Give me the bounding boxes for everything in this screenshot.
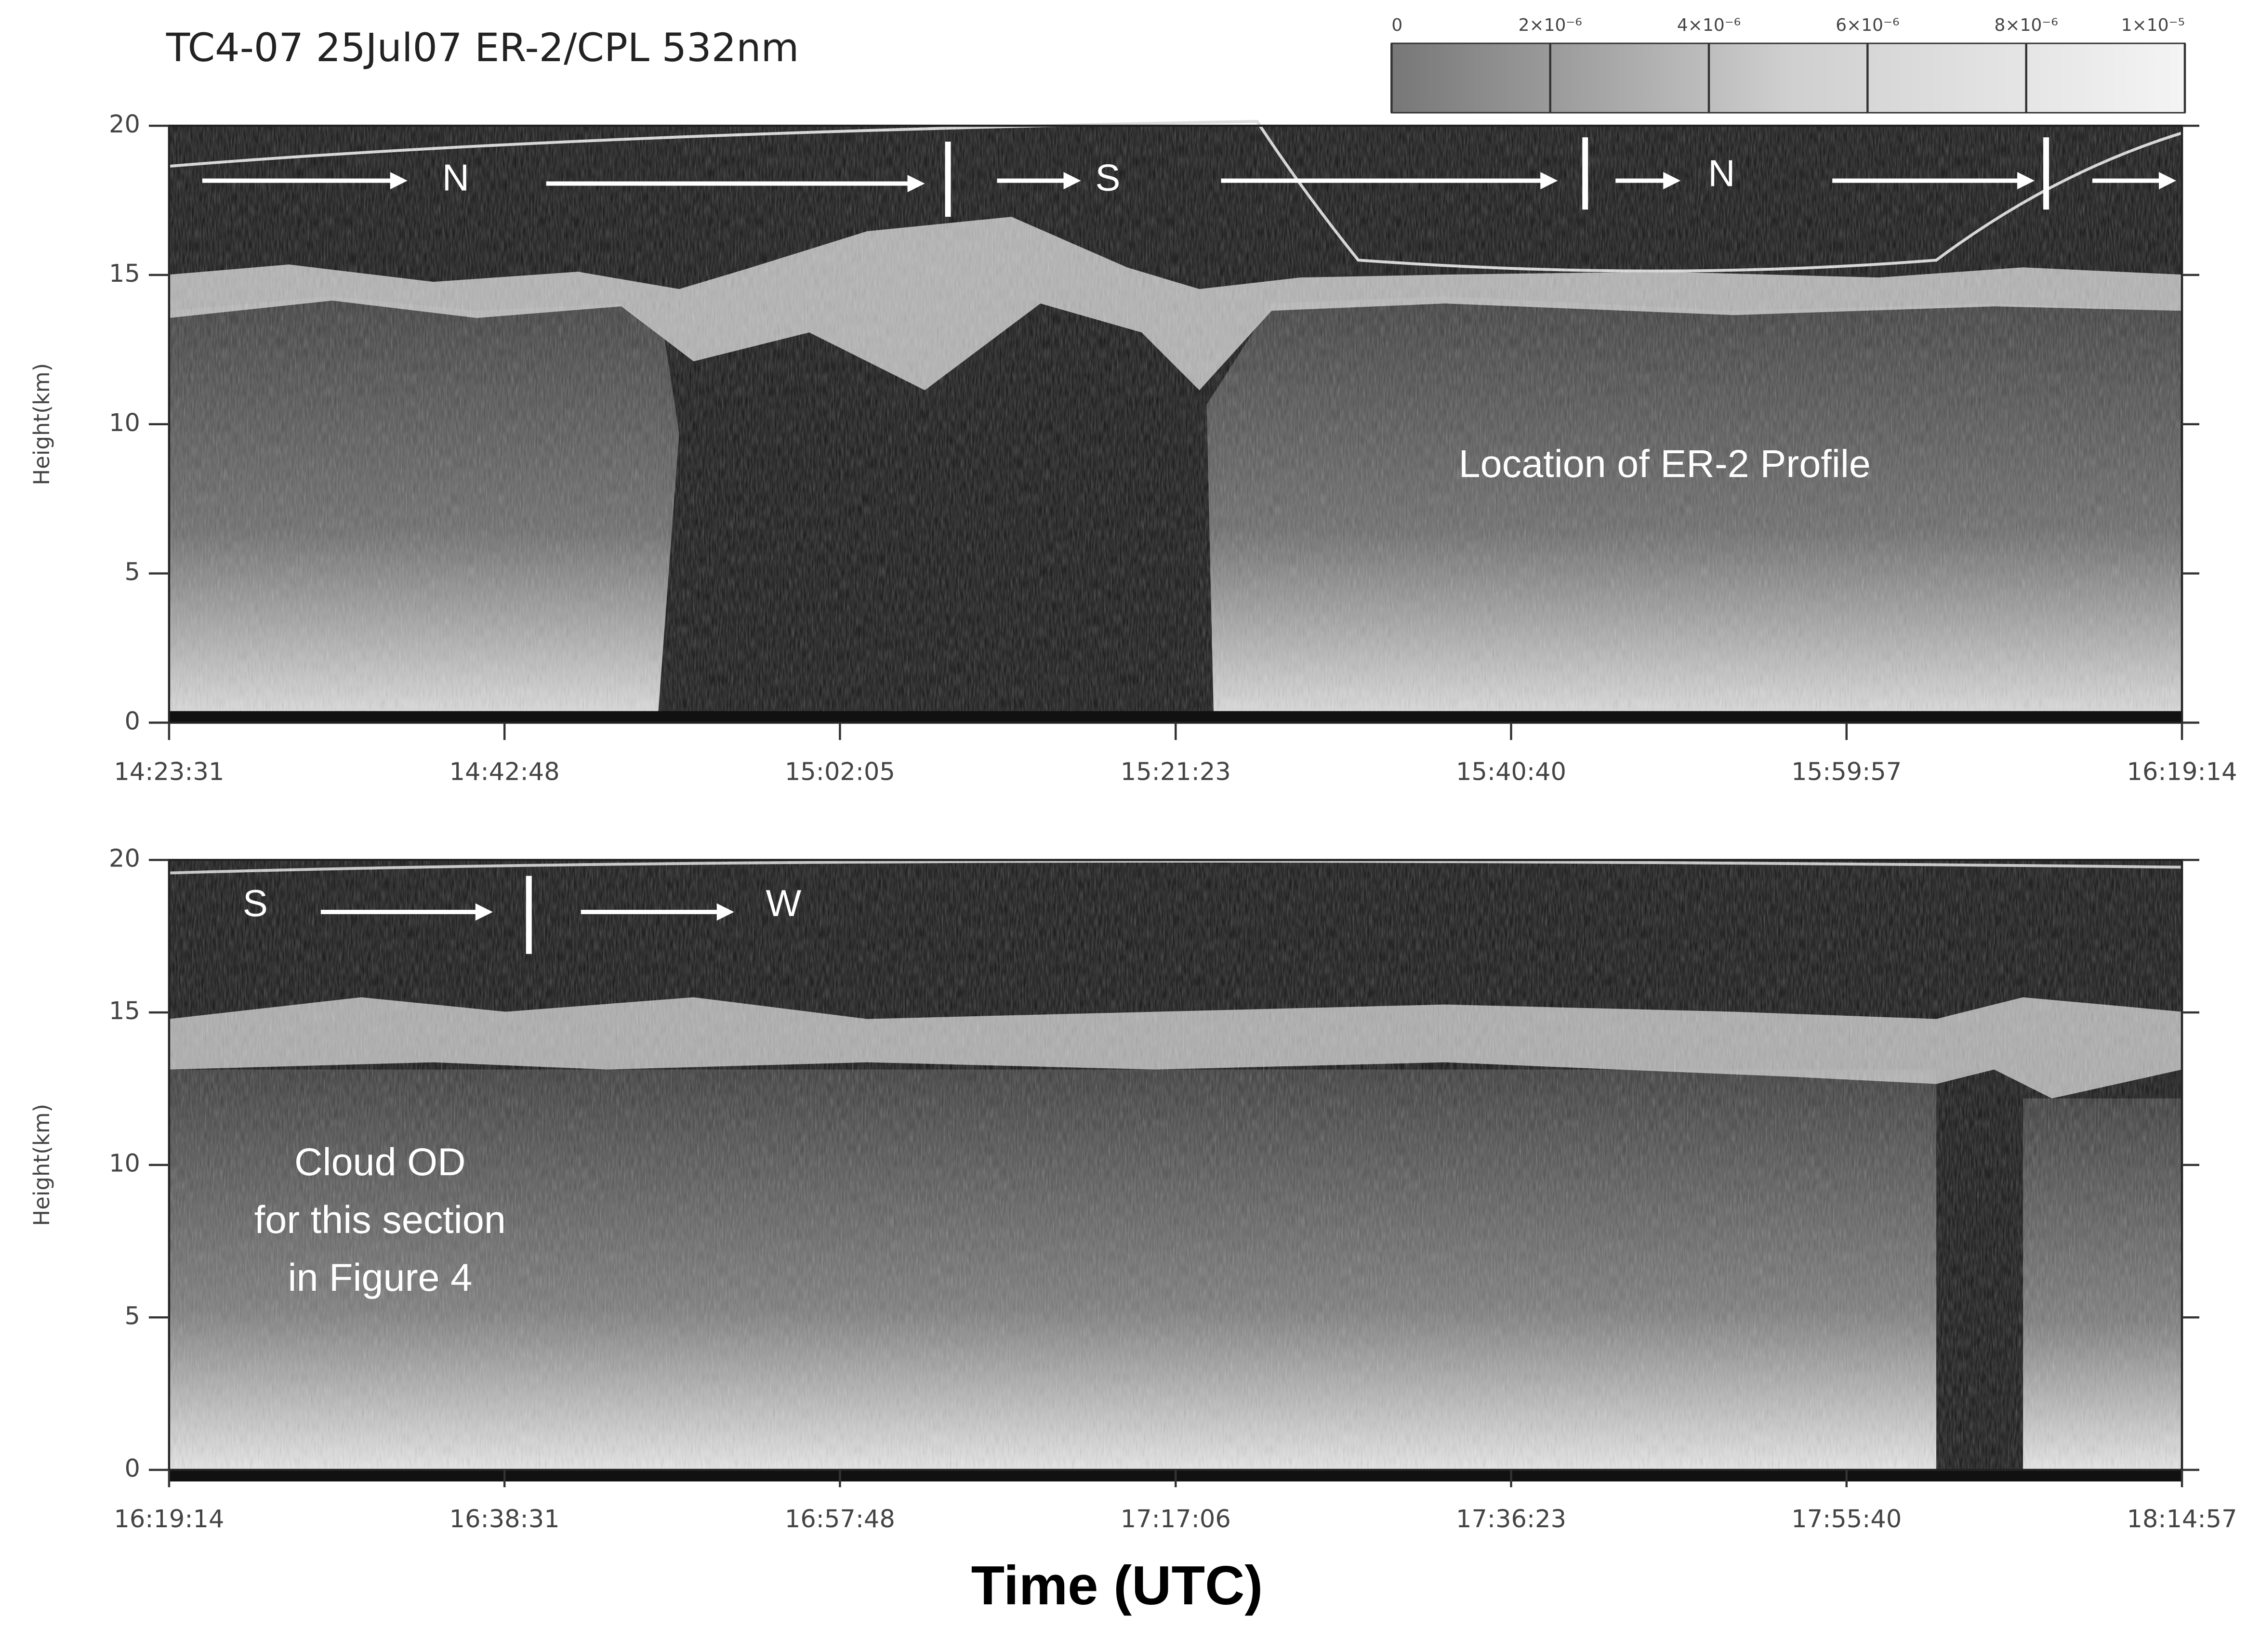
x-tick-label: 16:19:14: [114, 1505, 224, 1534]
x-tick-label: 15:21:23: [1121, 758, 1231, 786]
lidar-curtain: [169, 121, 2182, 722]
direction-label: S: [1096, 157, 1121, 199]
y-tick-label: 10: [109, 409, 140, 437]
y-tick-label: 5: [124, 558, 140, 587]
y-tick-label: 20: [109, 845, 140, 873]
y-tick-label: 0: [124, 1455, 140, 1483]
x-tick-label: 16:57:48: [785, 1505, 895, 1534]
y-tick-label: 5: [124, 1302, 140, 1330]
figure: TC4-07 25Jul07 ER-2/CPL 532nm N S N L: [0, 0, 2260, 1652]
annotation: Location of ER-2 Profile: [1459, 443, 1871, 486]
colorbar-tick-label: 4×10⁻⁶: [1677, 15, 1741, 35]
x-tick-label: 18:14:57: [2127, 1505, 2237, 1534]
x-tick-label: 15:59:57: [1791, 758, 1902, 786]
y-tick-label: 15: [109, 997, 140, 1025]
x-tick-label: 16:19:14: [2127, 758, 2237, 786]
colorbar-tick-label: 2×10⁻⁶: [1519, 15, 1582, 35]
y-axis-title: Height(km): [29, 363, 54, 485]
chart-title: TC4-07 25Jul07 ER-2/CPL 532nm: [166, 26, 799, 71]
y-tick-label: 20: [109, 110, 140, 139]
annotation: in Figure 4: [288, 1256, 473, 1299]
x-tick-label: 14:42:48: [449, 758, 560, 786]
colorbar-tick-label: 6×10⁻⁶: [1836, 15, 1899, 35]
x-tick-label: 15:40:40: [1456, 758, 1566, 786]
x-tick-label: 17:55:40: [1791, 1505, 1902, 1534]
x-tick-label: 17:36:23: [1456, 1505, 1566, 1534]
x-axis-title: Time (UTC): [971, 1555, 1263, 1616]
colorbar-tick-label: 8×10⁻⁶: [1995, 15, 2058, 35]
colorbar-tick-label: 0: [1391, 15, 1402, 35]
direction-label: W: [766, 882, 802, 924]
annotation: Cloud OD: [294, 1141, 466, 1184]
direction-label: N: [1708, 152, 1735, 195]
direction-label: N: [442, 157, 469, 199]
y-tick-label: 10: [109, 1150, 140, 1178]
x-tick-label: 17:17:06: [1121, 1505, 1231, 1534]
colorbar-tick-label: 1×10⁻⁵: [2121, 15, 2185, 35]
colorbar: [1391, 43, 2185, 113]
annotation: for this section: [254, 1198, 506, 1242]
direction-label: S: [243, 882, 268, 924]
x-tick-label: 15:02:05: [785, 758, 895, 786]
y-axis-title: Height(km): [29, 1104, 54, 1226]
lidar-curtain: [169, 860, 2182, 1482]
y-tick-label: 15: [109, 260, 140, 288]
x-tick-label: 16:38:31: [449, 1505, 560, 1534]
x-tick-label: 14:23:31: [114, 758, 224, 786]
y-tick-label: 0: [124, 707, 140, 735]
